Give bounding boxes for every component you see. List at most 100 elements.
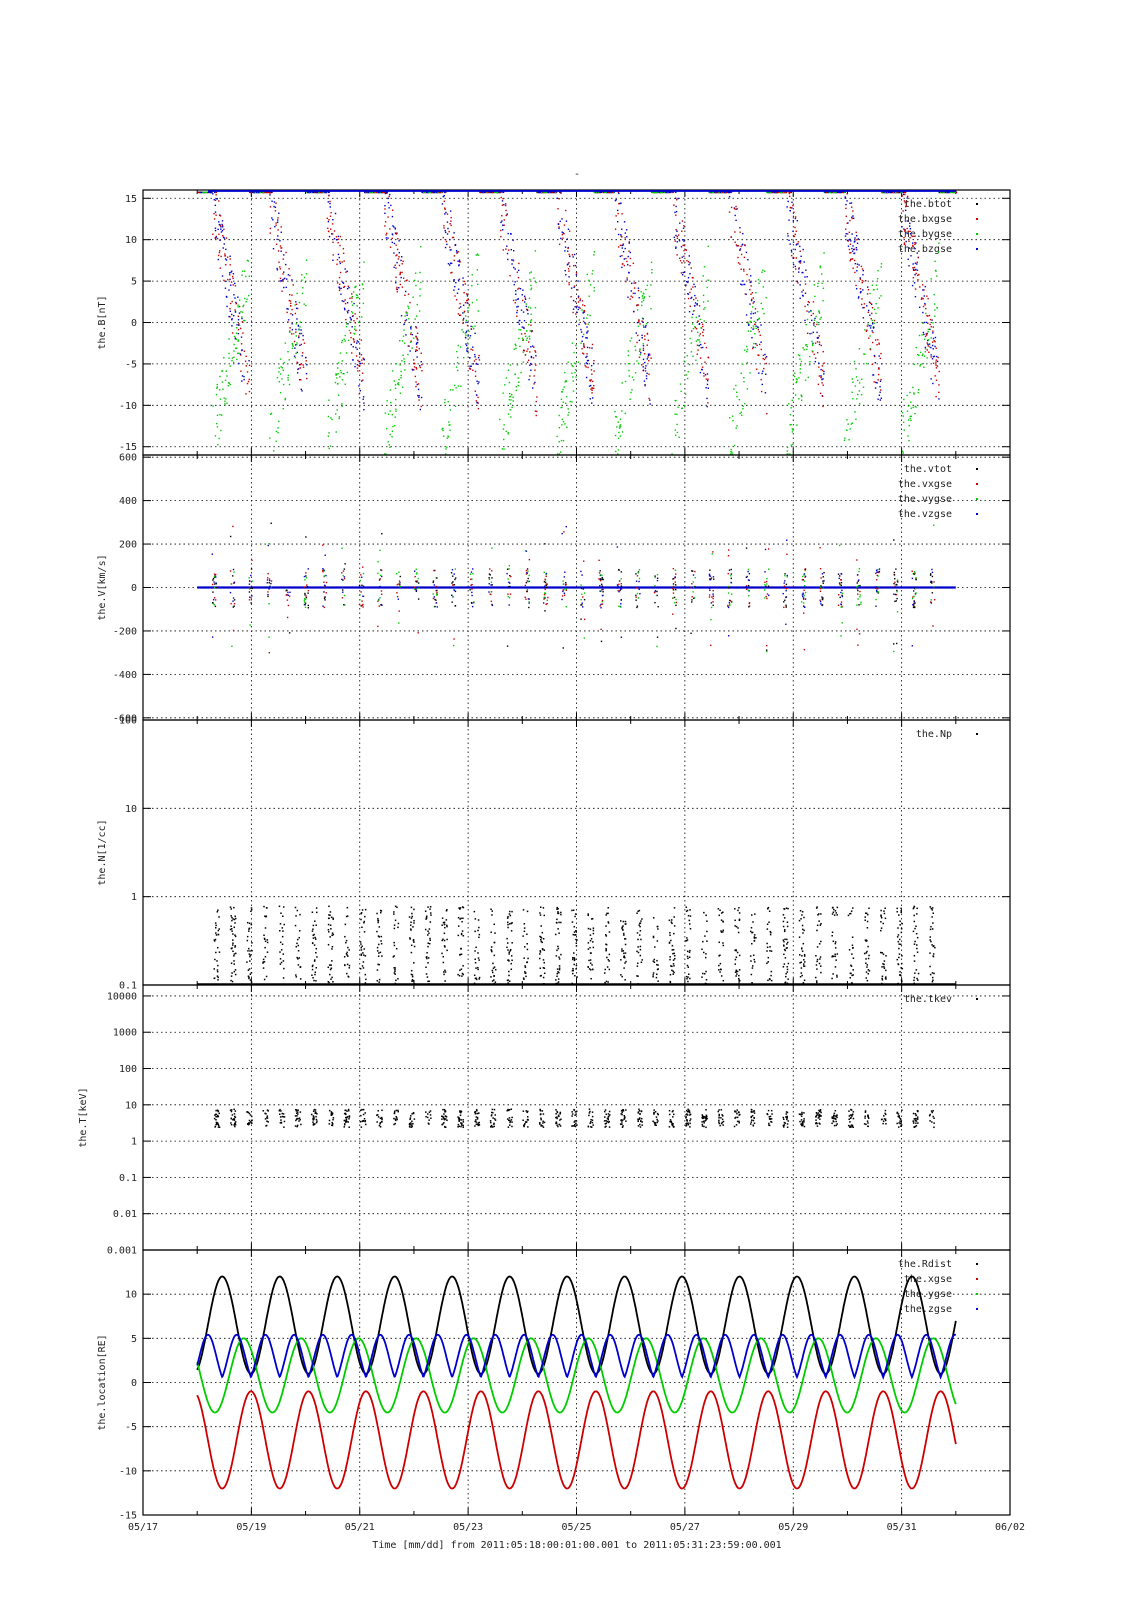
data-point	[934, 315, 936, 317]
data-point	[758, 354, 760, 357]
data-point	[288, 383, 291, 386]
data-point	[632, 379, 635, 381]
data-point	[672, 589, 675, 591]
data-point	[864, 353, 866, 355]
data-point	[753, 327, 755, 329]
data-point	[854, 385, 857, 387]
data-point	[384, 221, 387, 223]
data-point	[229, 255, 231, 257]
y-tick-label: 15	[125, 194, 137, 205]
data-point	[859, 590, 861, 593]
data-point	[472, 363, 475, 365]
data-point	[733, 444, 736, 447]
data-point	[415, 385, 417, 388]
data-point	[574, 371, 576, 374]
data-point	[784, 599, 786, 601]
data-point	[931, 319, 933, 321]
data-point	[787, 200, 789, 203]
data-point	[924, 285, 926, 288]
data-point	[335, 413, 337, 415]
data-point	[512, 260, 515, 262]
data-point	[456, 350, 458, 353]
data-point	[851, 391, 853, 394]
data-point	[841, 605, 843, 608]
data-point	[785, 623, 787, 625]
data-point	[819, 586, 822, 588]
data-point	[436, 589, 438, 592]
data-point	[906, 200, 908, 203]
data-point	[729, 604, 731, 607]
data-point	[933, 293, 935, 296]
data-point	[792, 443, 794, 446]
data-point	[415, 327, 418, 329]
data-point	[762, 286, 764, 288]
data-point	[318, 191, 320, 194]
data-point	[866, 329, 868, 331]
y-tick-label: -10	[119, 401, 137, 412]
data-point	[501, 448, 504, 450]
data-point	[586, 346, 589, 349]
data-point	[241, 375, 244, 377]
data-point	[231, 332, 234, 334]
data-point	[913, 571, 916, 573]
data-point	[690, 342, 692, 344]
data-point	[572, 299, 575, 302]
data-point	[220, 228, 222, 230]
data-point	[353, 332, 355, 335]
data-point	[808, 355, 811, 358]
data-point	[915, 576, 917, 579]
data-point	[524, 596, 526, 599]
data-point	[387, 441, 389, 443]
data-point	[377, 625, 379, 628]
data-point	[634, 372, 637, 374]
data-point	[384, 225, 386, 227]
data-point	[803, 580, 806, 582]
data-point	[338, 417, 340, 420]
data-point	[901, 195, 903, 197]
data-point	[846, 222, 848, 225]
data-point	[558, 227, 560, 230]
data-point	[687, 371, 689, 373]
data-point	[578, 306, 580, 309]
data-point	[526, 330, 528, 332]
data-point	[583, 343, 585, 345]
data-point	[412, 296, 414, 298]
data-point	[906, 220, 908, 222]
data-point	[802, 593, 805, 595]
data-point	[683, 260, 685, 262]
data-point	[341, 578, 343, 581]
data-point	[851, 422, 854, 424]
data-point	[758, 318, 760, 320]
data-point	[700, 343, 702, 346]
data-point	[451, 601, 453, 603]
data-point	[396, 286, 398, 289]
data-point	[843, 439, 846, 442]
data-point	[749, 303, 751, 305]
data-point	[385, 237, 388, 239]
data-point	[215, 191, 218, 194]
legend-entry: the.bygse	[898, 229, 952, 240]
data-point	[758, 282, 760, 284]
data-point	[512, 400, 514, 402]
data-point	[813, 324, 815, 326]
data-point	[950, 191, 953, 194]
data-point	[345, 352, 348, 354]
data-point	[586, 337, 588, 339]
data-point	[241, 274, 243, 276]
data-point	[458, 307, 461, 309]
data-point	[799, 250, 801, 252]
data-point	[328, 219, 330, 221]
data-point	[344, 299, 346, 301]
data-point	[232, 568, 235, 571]
y-axis-label: the.V[km/s]	[97, 554, 108, 620]
data-point	[273, 205, 275, 208]
data-point	[231, 318, 233, 321]
data-point	[798, 354, 801, 357]
data-point	[523, 327, 525, 330]
data-point	[399, 364, 401, 366]
data-point	[389, 228, 391, 230]
data-point	[911, 645, 914, 647]
data-point	[214, 435, 217, 437]
data-point	[679, 222, 681, 224]
data-point	[298, 363, 301, 366]
